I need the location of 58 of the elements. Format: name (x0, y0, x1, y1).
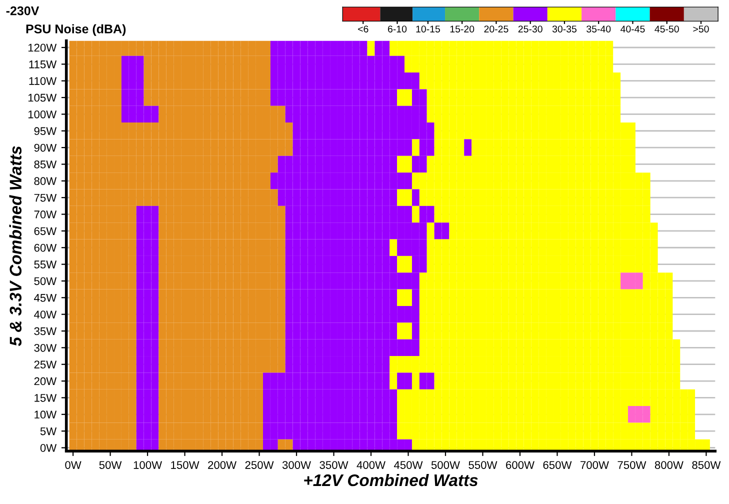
y-tick-label: 0W (40, 444, 57, 452)
color-bar-label: <6 (358, 26, 368, 32)
x-tick-label: 750W (618, 461, 646, 469)
x-tick-label: 450W (394, 461, 423, 469)
y-tick-label: 60W (34, 244, 57, 252)
color-bar-label: 10-15 (416, 26, 440, 32)
color-bar-label: 30-35 (552, 26, 577, 32)
x-tick-label: 250W (245, 461, 274, 469)
color-bar-label: 15-20 (450, 26, 474, 32)
x-tick-label: 300W (282, 461, 311, 469)
y-tick-label: 40W (34, 310, 57, 318)
y-tick-label: 100W (28, 110, 57, 118)
y-axis-title: 5 & 3.3V Combined Watts (9, 146, 22, 346)
y-tick-label: 10W (34, 410, 57, 419)
x-tick-label: 400W (356, 461, 386, 469)
x-tick-label: 500W (431, 461, 460, 469)
y-tick-label: 55W (34, 260, 57, 268)
y-tick-label: 115W (29, 60, 57, 68)
y-tick-label: 70W (34, 210, 57, 218)
y-tick-label: 45W (34, 294, 57, 302)
y-tick-label: 105W (28, 94, 57, 102)
chart-subtitle: PSU Noise (dBA) (26, 24, 126, 36)
x-tick-label: 150W (171, 461, 200, 469)
y-tick-label: 85W (34, 160, 57, 168)
y-tick-label: 20W (34, 377, 57, 386)
y-tick-label: 65W (34, 227, 57, 236)
chart-title: -230V (6, 6, 40, 16)
y-tick-label: 35W (34, 327, 57, 336)
color-bar-label: 35-40 (586, 26, 611, 32)
color-bar-label: >50 (693, 26, 709, 32)
y-tick-label: 120W (28, 44, 57, 52)
x-tick-label: 850W (692, 461, 721, 469)
y-tick-label: 50W (34, 277, 57, 286)
x-tick-label: 350W (320, 461, 348, 469)
color-bar-label: 45-50 (654, 26, 679, 32)
x-tick-label: 200W (208, 461, 236, 469)
x-tick-label: 50W (99, 461, 122, 469)
x-tick-label: 550W (468, 461, 498, 469)
y-tick-label: 95W (34, 127, 57, 136)
y-tick-label: 25W (34, 360, 57, 368)
color-bar-label: 40-45 (620, 26, 645, 32)
x-tick-label: 600W (506, 461, 534, 469)
color-bar-label: 25-30 (518, 26, 542, 32)
y-tick-label: 110W (29, 77, 57, 85)
x-axis-title: +12V Combined Watts (304, 474, 478, 486)
x-tick-label: 650W (543, 461, 572, 469)
x-tick-label: 800W (654, 461, 684, 469)
x-tick-label: 100W (134, 461, 162, 469)
x-tick-label: 0W (65, 461, 82, 469)
y-tick-label: 15W (34, 394, 57, 402)
color-bar-label: 20-25 (484, 26, 508, 32)
y-tick-label: 80W (34, 177, 57, 186)
y-tick-label: 30W (34, 344, 57, 352)
color-bar-label: 6-10 (388, 26, 407, 32)
x-tick-label: 700W (580, 461, 609, 469)
y-tick-label: 5W (40, 427, 57, 436)
y-tick-label: 75W (34, 194, 57, 202)
y-tick-label: 90W (34, 144, 57, 152)
